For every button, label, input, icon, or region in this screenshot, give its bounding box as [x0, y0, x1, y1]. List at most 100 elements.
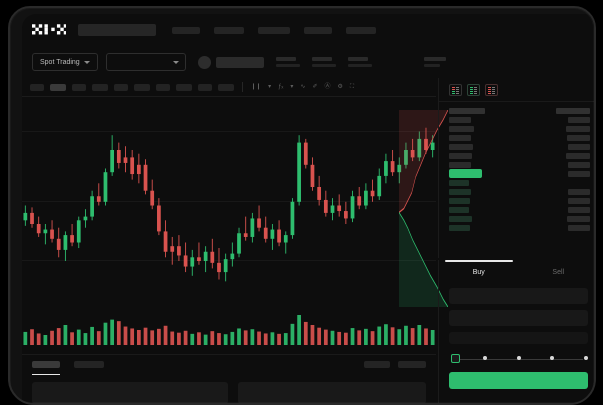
timeframe-button-8[interactable]: [176, 83, 192, 91]
order-total-field[interactable]: [449, 332, 588, 344]
nav-item-4[interactable]: [304, 26, 332, 34]
drawing-pencil-icon[interactable]: ✐: [312, 84, 318, 90]
timeframe-button-3[interactable]: [72, 83, 86, 91]
ticker-stat-3: [347, 57, 372, 67]
order-amount-cell: [568, 206, 590, 213]
candle-type-dropdown-icon[interactable]: ▾: [268, 84, 272, 90]
order-amount-slider[interactable]: [451, 354, 588, 364]
slider-handle[interactable]: [451, 354, 460, 363]
volume-series: [23, 315, 435, 345]
order-book-row[interactable]: [449, 223, 590, 232]
order-book-header-row: [449, 106, 590, 115]
magnet-icon[interactable]: Ⓐ: [324, 84, 331, 90]
ticker-stats: [264, 57, 446, 67]
timeframe-button-9[interactable]: [198, 83, 212, 91]
nav-item-5[interactable]: [346, 26, 376, 34]
indicator-dropdown-icon[interactable]: ▾: [290, 84, 294, 90]
order-amount-cell: [566, 152, 590, 159]
order-price-cell: [449, 116, 471, 123]
slider-stop-25[interactable]: [482, 356, 487, 360]
order-book-row[interactable]: [449, 187, 590, 196]
order-price-cell: [449, 224, 470, 231]
submit-buy-button[interactable]: [449, 372, 588, 389]
indicator-icon[interactable]: ƒₓ: [278, 84, 284, 90]
timeframe-button-4[interactable]: [92, 83, 108, 91]
settings-gear-icon[interactable]: ⚙: [337, 84, 343, 90]
orderbook-mode-sell[interactable]: [485, 84, 498, 96]
line-tool-icon[interactable]: ∿: [300, 84, 306, 90]
trade-tab-buy[interactable]: Buy: [439, 260, 519, 282]
order-amount-cell: [568, 188, 590, 195]
price-chart[interactable]: [22, 97, 436, 354]
ticker-stat-2: [311, 57, 336, 67]
order-book-mode-group: [439, 78, 594, 102]
pair-select[interactable]: [105, 53, 186, 71]
order-book-row[interactable]: [449, 124, 590, 133]
app-screen: Spot Trading ❙❙ ▾ ƒₓ ▾ ∿ ✐ Ⓐ ⚙ ⛶: [22, 14, 594, 403]
bottom-tab-bar: [22, 354, 436, 376]
okx-logo[interactable]: [32, 23, 66, 37]
bottom-action-1[interactable]: [364, 361, 390, 368]
order-book-row[interactable]: [449, 151, 590, 160]
order-book-row[interactable]: [449, 160, 590, 169]
chart-toolbar: ❙❙ ▾ ƒₓ ▾ ∿ ✐ Ⓐ ⚙ ⛶: [22, 78, 436, 97]
bottom-tab-order-history[interactable]: [74, 361, 104, 368]
nav-item-3[interactable]: [258, 26, 290, 34]
timeframe-button-10[interactable]: [218, 83, 234, 91]
order-amount-field[interactable]: [449, 310, 588, 326]
timeframe-group: [30, 83, 234, 91]
device-frame: Spot Trading ❙❙ ▾ ƒₓ ▾ ∿ ✐ Ⓐ ⚙ ⛶: [8, 6, 596, 405]
trade-side-tabs: Buy Sell: [438, 260, 594, 282]
orderbook-mode-both[interactable]: [449, 84, 462, 96]
order-price-cell: [449, 197, 470, 204]
timeframe-button-5[interactable]: [114, 83, 128, 91]
nav-item-2[interactable]: [214, 26, 244, 34]
trade-tab-sell[interactable]: Sell: [552, 269, 565, 276]
order-book-row[interactable]: [449, 178, 590, 187]
order-book-row[interactable]: [449, 115, 590, 124]
order-book-row[interactable]: [449, 142, 590, 151]
timeframe-button-7[interactable]: [156, 83, 170, 91]
depth-bars-icon: [474, 86, 477, 94]
chart-tools-group: ❙❙ ▾ ƒₓ ▾ ∿ ✐ Ⓐ ⚙ ⛶: [251, 84, 354, 90]
slider-stop-100[interactable]: [584, 356, 588, 360]
header-search-placeholder[interactable]: [78, 24, 156, 36]
order-price-cell: [449, 215, 472, 222]
order-price-cell: [449, 206, 469, 213]
order-book-rows: [439, 102, 594, 232]
candle-type-icon[interactable]: ❙❙: [251, 84, 262, 90]
bottom-tabs-group: [32, 361, 104, 375]
fullscreen-icon[interactable]: ⛶: [349, 84, 355, 90]
orderbook-mode-buy[interactable]: [467, 84, 480, 96]
nav-item-1[interactable]: [172, 26, 200, 34]
timeframe-button-6[interactable]: [134, 83, 150, 91]
chart-gridline: [22, 260, 436, 261]
order-price-field[interactable]: [449, 288, 588, 304]
bottom-tab-open-orders[interactable]: [32, 361, 60, 375]
ticker-bar: Spot Trading: [22, 46, 594, 78]
timeframe-button-2[interactable]: [50, 83, 66, 91]
order-price-cell: [449, 188, 471, 195]
stat-label: [347, 64, 372, 67]
order-book-row[interactable]: [449, 205, 590, 214]
order-price-cell: [449, 125, 474, 132]
ticker-stat-1: [275, 57, 300, 67]
slider-stop-75[interactable]: [550, 356, 555, 360]
bottom-action-2[interactable]: [398, 361, 426, 368]
order-book-row[interactable]: [449, 133, 590, 142]
depth-chart-overlay: [399, 110, 448, 307]
ticker-stat-4: [423, 57, 446, 67]
trading-mode-select[interactable]: Spot Trading: [32, 53, 98, 71]
order-book-last-price-row[interactable]: [449, 169, 590, 178]
order-book-row[interactable]: [449, 196, 590, 205]
chart-gridline: [22, 131, 436, 132]
order-amount-cell: [568, 116, 590, 123]
chevron-down-icon: [172, 60, 179, 64]
coin-avatar-icon: [197, 55, 211, 69]
order-book-row[interactable]: [449, 214, 590, 223]
order-amount-cell: [568, 143, 590, 150]
stat-value: [347, 57, 368, 61]
timeframe-button-1[interactable]: [30, 83, 44, 91]
slider-stop-50[interactable]: [516, 356, 521, 360]
